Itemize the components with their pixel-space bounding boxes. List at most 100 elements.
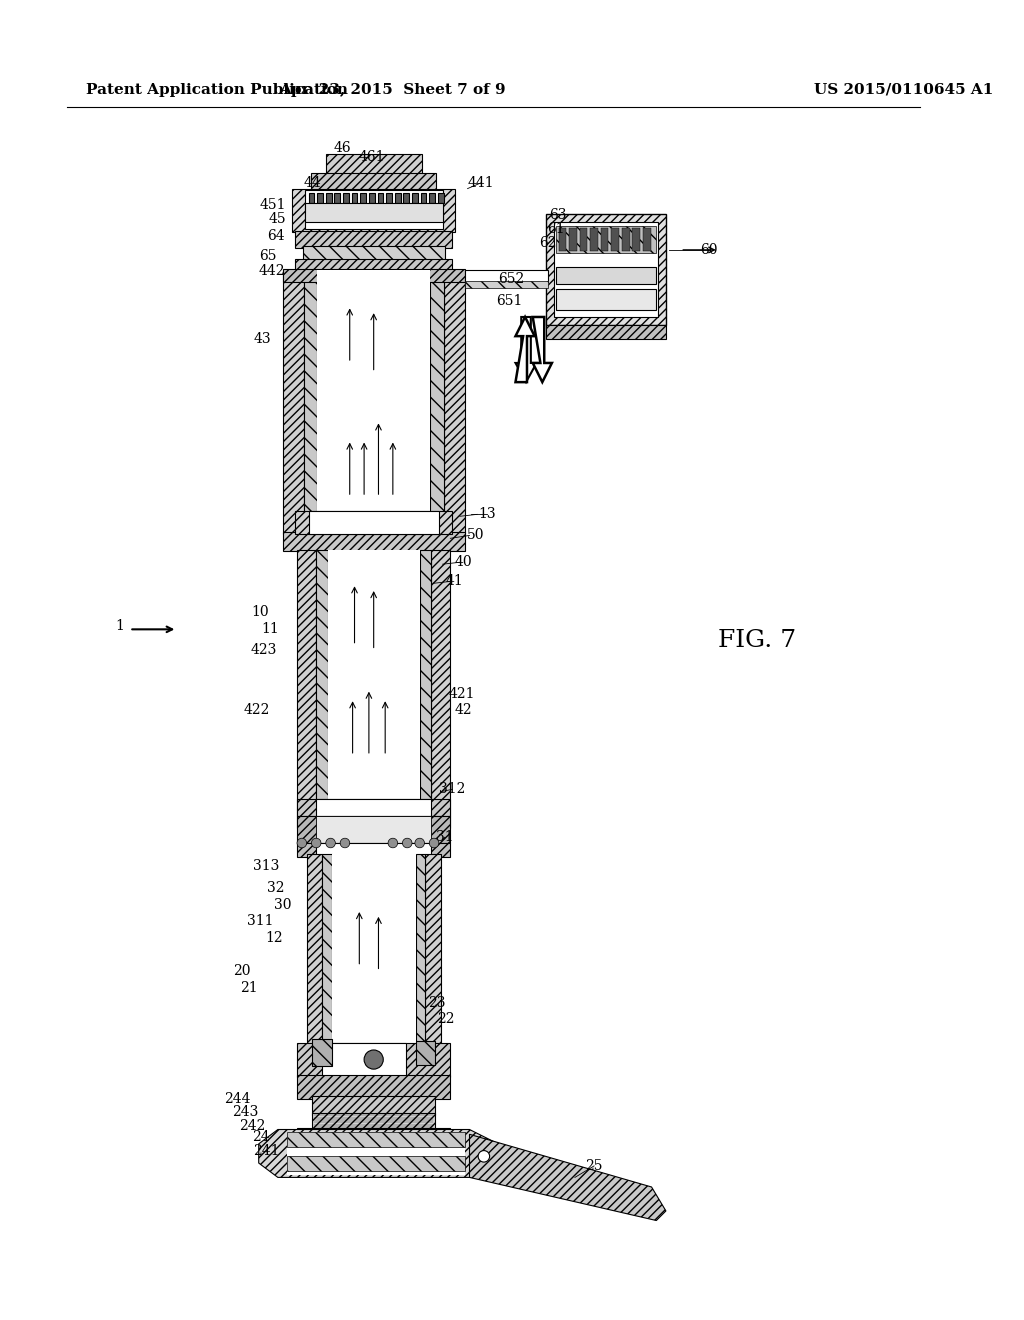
Text: 21: 21 xyxy=(241,981,258,995)
Polygon shape xyxy=(532,317,552,381)
Bar xyxy=(316,816,431,843)
Bar xyxy=(288,1133,465,1147)
Text: 442: 442 xyxy=(259,264,286,279)
Bar xyxy=(295,260,453,271)
Bar xyxy=(297,843,451,858)
Bar xyxy=(292,189,455,232)
Bar xyxy=(360,193,366,203)
Bar xyxy=(546,325,666,339)
Bar xyxy=(288,1156,465,1171)
Bar xyxy=(443,271,465,533)
Bar xyxy=(546,214,666,325)
Bar xyxy=(465,281,548,288)
Bar xyxy=(297,1043,451,1077)
Bar xyxy=(311,173,436,190)
Bar xyxy=(429,193,435,203)
Bar xyxy=(420,550,431,828)
Bar xyxy=(611,228,618,251)
Bar xyxy=(569,228,577,251)
Bar xyxy=(412,193,418,203)
Text: 61: 61 xyxy=(547,222,564,236)
Text: 22: 22 xyxy=(437,1012,455,1027)
Bar xyxy=(465,271,548,281)
Bar xyxy=(386,193,392,203)
Text: 25: 25 xyxy=(586,1159,603,1173)
Bar xyxy=(305,190,442,228)
Text: 31: 31 xyxy=(436,830,454,845)
Polygon shape xyxy=(515,317,537,381)
Bar xyxy=(316,550,328,828)
Bar xyxy=(378,193,383,203)
Circle shape xyxy=(365,1049,383,1069)
Text: 20: 20 xyxy=(232,965,250,978)
Bar xyxy=(297,816,451,843)
Text: 62: 62 xyxy=(540,236,557,251)
Bar xyxy=(580,228,588,251)
Text: FIG. 7: FIG. 7 xyxy=(718,630,796,652)
Bar xyxy=(622,228,630,251)
Bar xyxy=(297,799,451,816)
Bar xyxy=(305,203,442,222)
Text: 40: 40 xyxy=(455,556,472,569)
Bar xyxy=(559,228,566,251)
Bar xyxy=(438,193,443,203)
Bar xyxy=(312,1039,332,1067)
Bar xyxy=(283,271,304,533)
Text: 313: 313 xyxy=(253,859,280,873)
Text: 242: 242 xyxy=(239,1118,265,1133)
Text: 13: 13 xyxy=(478,507,496,521)
Text: 651: 651 xyxy=(497,293,523,308)
Circle shape xyxy=(388,838,397,847)
Text: 41: 41 xyxy=(445,574,463,589)
Bar xyxy=(308,193,314,203)
Bar xyxy=(431,550,451,828)
Circle shape xyxy=(311,838,321,847)
Bar xyxy=(317,271,430,533)
Bar xyxy=(332,854,416,1045)
Bar xyxy=(308,511,439,533)
Text: 64: 64 xyxy=(267,230,285,243)
Bar xyxy=(322,854,332,1045)
Bar xyxy=(297,1074,451,1098)
Bar xyxy=(283,532,465,550)
Bar xyxy=(295,511,453,533)
Bar xyxy=(556,226,656,252)
Text: 461: 461 xyxy=(358,150,385,164)
Bar xyxy=(316,799,431,816)
Text: 12: 12 xyxy=(265,931,283,945)
Bar xyxy=(633,228,640,251)
Bar xyxy=(283,269,465,282)
Text: Apr. 23, 2015  Sheet 7 of 9: Apr. 23, 2015 Sheet 7 of 9 xyxy=(280,83,506,96)
Circle shape xyxy=(402,838,412,847)
Text: 24: 24 xyxy=(252,1130,269,1144)
Bar xyxy=(416,854,425,1045)
Text: 63: 63 xyxy=(549,209,566,222)
Text: 44: 44 xyxy=(303,176,322,190)
Bar xyxy=(295,231,453,248)
Text: 1: 1 xyxy=(115,619,124,634)
Bar xyxy=(322,1043,407,1077)
Text: 45: 45 xyxy=(269,213,287,226)
Text: 441: 441 xyxy=(468,176,495,190)
Circle shape xyxy=(297,838,306,847)
Bar xyxy=(395,193,400,203)
Text: 46: 46 xyxy=(333,141,351,156)
Text: Patent Application Publication: Patent Application Publication xyxy=(86,83,348,96)
Text: 43: 43 xyxy=(254,333,271,346)
Text: 32: 32 xyxy=(267,880,285,895)
Text: 30: 30 xyxy=(273,899,292,912)
Circle shape xyxy=(478,1151,489,1162)
Bar xyxy=(328,550,420,828)
Text: 241: 241 xyxy=(253,1143,280,1158)
Text: 50: 50 xyxy=(467,528,484,543)
Bar xyxy=(425,854,440,1045)
Bar xyxy=(297,1127,451,1155)
Polygon shape xyxy=(469,1134,666,1221)
Bar xyxy=(556,267,656,284)
Bar xyxy=(590,228,598,251)
Bar xyxy=(288,1133,465,1175)
Bar xyxy=(369,193,375,203)
Polygon shape xyxy=(515,317,535,381)
Text: 11: 11 xyxy=(261,622,280,636)
Bar xyxy=(312,1096,435,1115)
